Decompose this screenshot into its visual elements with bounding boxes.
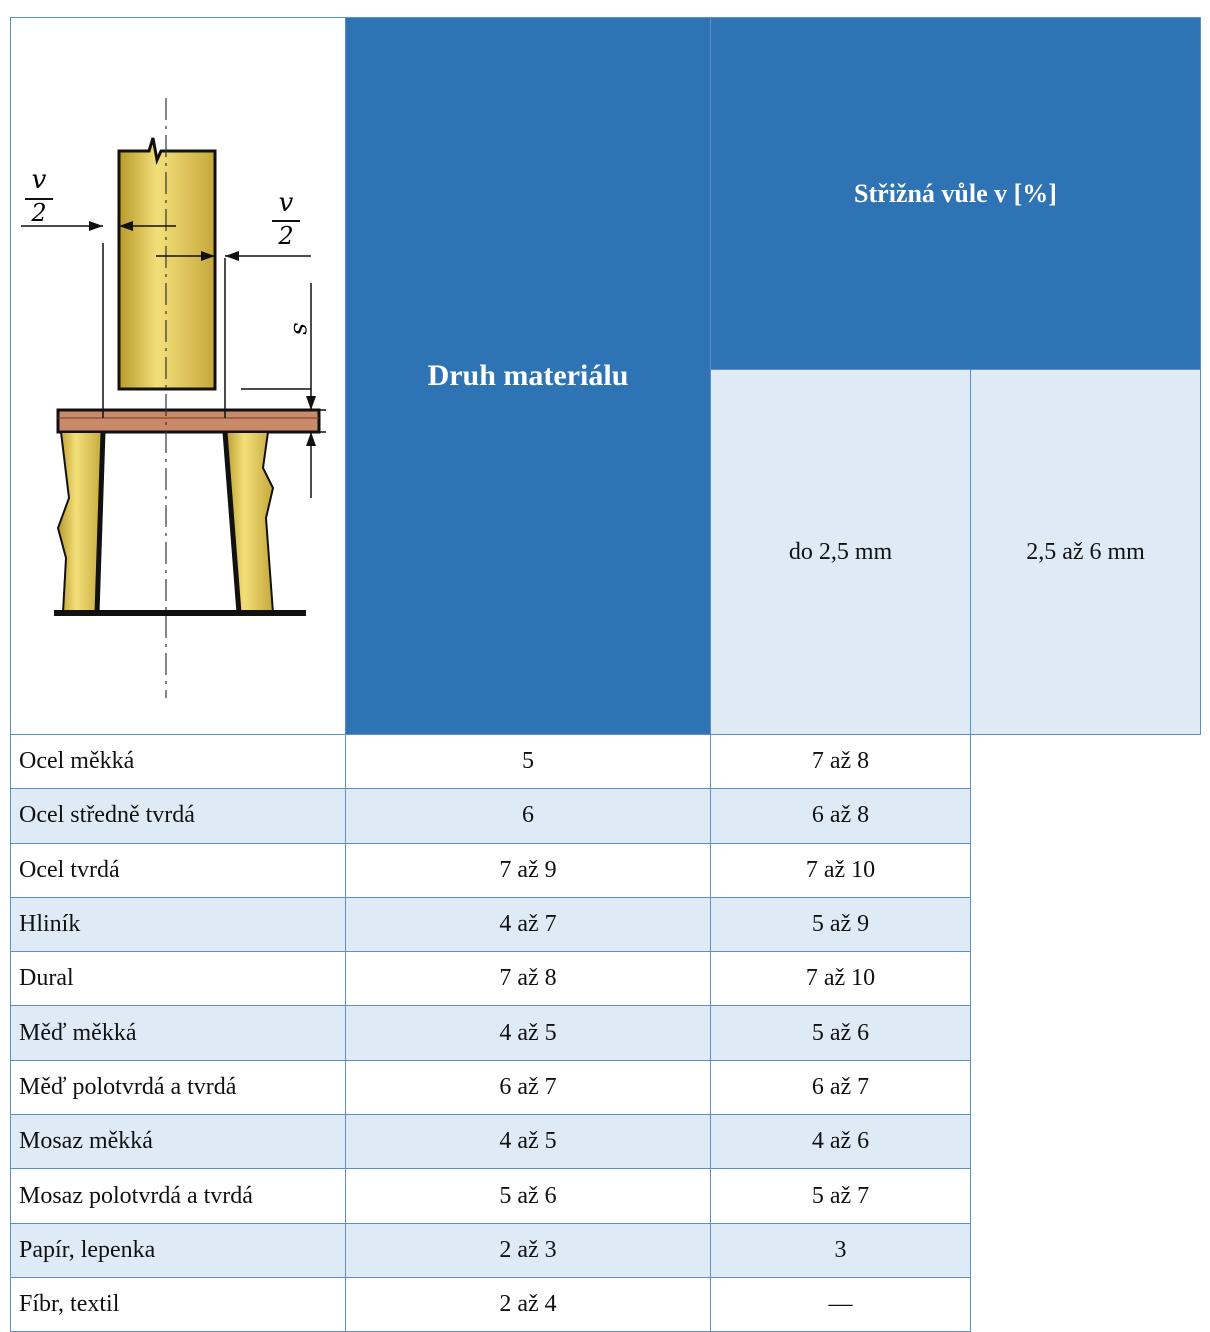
value-cell: 7 až 9 <box>345 842 711 898</box>
value-cell: 5 až 6 <box>345 1168 711 1224</box>
material-cell: Měď měkká <box>10 1005 346 1061</box>
material-cell: Ocel středně tvrdá <box>10 788 346 844</box>
figure-cell: v 2 v 2 s <box>10 17 346 735</box>
group-header: Střižná vůle v [%] <box>709 16 1202 371</box>
table-row: Fíbr, textil 2 až 4— <box>10 1276 1201 1332</box>
value-cell: 4 až 5 <box>345 1005 711 1061</box>
value-cell: 6 až 7 <box>345 1059 711 1116</box>
label-2: 2 <box>30 199 46 227</box>
dimension-lines <box>21 218 326 498</box>
sub-header: 2,5 až 6 mm <box>969 369 1202 735</box>
table-row: Ocel měkká 5 7 až 8 <box>10 733 1201 790</box>
value-cell: 5 <box>345 733 711 790</box>
value-cell: 6 až 7 <box>710 1059 971 1116</box>
value-cell: 4 až 6 <box>710 1114 971 1170</box>
label-v: v <box>279 188 294 218</box>
value-cell: 4 až 7 <box>345 896 711 953</box>
value-cell: 7 až 8 <box>710 733 971 790</box>
sub-header: do 2,5 mm <box>710 369 971 735</box>
page: v 2 v 2 s Druh materiálu Střižná vůle v … <box>10 16 1202 1332</box>
material-cell: Mosaz měkká <box>10 1114 346 1170</box>
value-cell: 6 až 8 <box>710 788 971 844</box>
material-cell: Papír, lepenka <box>10 1222 346 1278</box>
value-cell: 2 až 4 <box>345 1276 711 1332</box>
label-s: s <box>288 323 316 335</box>
clearance-table: v 2 v 2 s Druh materiálu Střižná vůle v … <box>10 16 1202 1332</box>
material-cell: Ocel měkká <box>10 733 346 790</box>
material-cell: Hliník <box>10 896 346 953</box>
material-header: Druh materiálu <box>345 17 711 735</box>
label-v: v <box>32 165 47 195</box>
punch <box>117 137 217 391</box>
value-cell: 2 až 3 <box>345 1222 711 1278</box>
value-cell: 5 až 7 <box>710 1168 971 1224</box>
header-row: v 2 v 2 s Druh materiálu Střižná vůle v … <box>10 16 1202 735</box>
material-cell: Mosaz polotvrdá a tvrdá <box>10 1168 346 1224</box>
value-cell: 7 až 10 <box>710 951 971 1007</box>
value-cell: 5 až 6 <box>710 1005 971 1061</box>
diagram: v 2 v 2 s <box>21 98 326 698</box>
sheet <box>56 408 321 434</box>
value-cell: 7 až 10 <box>710 842 971 898</box>
value-cell: 7 až 8 <box>345 951 711 1007</box>
value-cell: 6 <box>345 788 711 844</box>
material-cell: Měď polotvrdá a tvrdá <box>10 1059 346 1116</box>
value-cell: — <box>710 1276 971 1332</box>
value-cell: 5 až 9 <box>710 896 971 953</box>
label-2: 2 <box>277 222 293 250</box>
table-row: Ocel středně tvrdá 6 6 až 8 <box>10 788 1201 844</box>
arrowheads <box>89 221 316 446</box>
material-cell: Fíbr, textil <box>10 1276 346 1332</box>
material-cell: Dural <box>10 951 346 1007</box>
material-cell: Ocel tvrdá <box>10 842 346 898</box>
value-cell: 4 až 5 <box>345 1114 711 1170</box>
die <box>54 431 306 616</box>
sub-header-row: do 2,5 mm 2,5 až 6 mm <box>11 369 1202 735</box>
value-cell: 3 <box>710 1222 971 1278</box>
